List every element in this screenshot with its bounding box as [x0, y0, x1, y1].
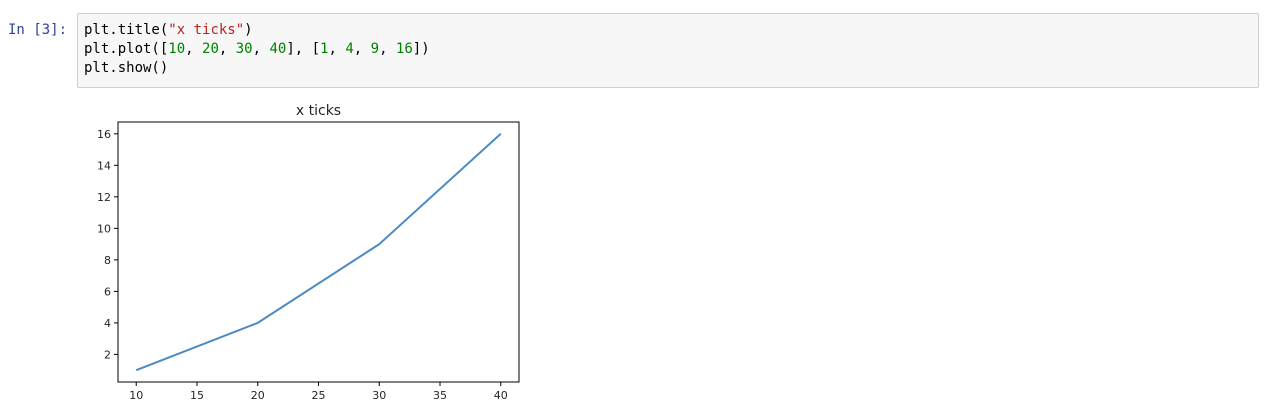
code-token: ], [	[286, 41, 321, 57]
code-token: ,	[353, 41, 371, 57]
y-tick-label: 16	[97, 128, 111, 141]
series-line	[135, 133, 502, 372]
x-tick-label: 25	[312, 389, 326, 402]
code-cell-input[interactable]: plt.title("x ticks") plt.plot([10, 20, 3…	[77, 13, 1259, 88]
code-token: plt.show()	[84, 60, 169, 76]
code-line: plt.title("x ticks")	[84, 22, 253, 38]
code-number-token: 16	[395, 41, 413, 57]
y-tick-label: 10	[97, 222, 111, 235]
code-token: ,	[252, 41, 270, 57]
code-token: plt.plot([	[84, 41, 169, 57]
cell-prompt: In [3]:	[8, 22, 68, 38]
code-number-token: 40	[269, 41, 287, 57]
code-editor[interactable]: plt.title("x ticks") plt.plot([10, 20, 3…	[84, 21, 430, 78]
y-tick-label: 6	[104, 285, 111, 298]
code-token: ,	[218, 41, 236, 57]
code-number-token: 10	[168, 41, 186, 57]
y-tick-label: 2	[104, 348, 111, 361]
line-chart: x ticks 10 15 20 25 30 35 40 2 4 6 8 10 12 14 16	[97, 103, 520, 402]
x-tick-label: 35	[433, 389, 447, 402]
code-number-token: 1	[320, 41, 329, 57]
code-number-token: 20	[202, 41, 219, 57]
code-number-token: 4	[345, 41, 354, 57]
code-token: ,	[185, 41, 203, 57]
axes-frame	[117, 121, 520, 383]
x-tick-label: 30	[372, 389, 386, 402]
x-tick-label: 40	[494, 389, 508, 402]
code-token: plt.title(	[84, 22, 169, 38]
code-line: plt.plot([10, 20, 30, 40], [1, 4, 9, 16]…	[84, 41, 430, 57]
code-token: ,	[379, 41, 396, 57]
y-tick-label: 4	[104, 317, 111, 330]
chart-title: x ticks	[296, 103, 341, 119]
code-number-token: 30	[235, 41, 253, 57]
y-tick-label: 14	[97, 159, 111, 172]
y-tick-label: 8	[104, 254, 111, 267]
x-tick-label: 20	[251, 389, 265, 402]
y-tick-label: 12	[97, 191, 111, 204]
code-token: )	[244, 22, 253, 38]
x-tick-label: 10	[129, 389, 143, 402]
cell-output: x ticks 10 15 20 25 30 35 40 2 4 6 8 10 12 14 16	[77, 96, 537, 420]
code-string-token: "x ticks"	[168, 22, 245, 38]
code-line: plt.show()	[84, 60, 168, 76]
code-number-token: 9	[370, 41, 380, 57]
code-token: ,	[328, 41, 346, 57]
x-tick-label: 15	[190, 389, 204, 402]
code-token: ])	[412, 41, 430, 57]
